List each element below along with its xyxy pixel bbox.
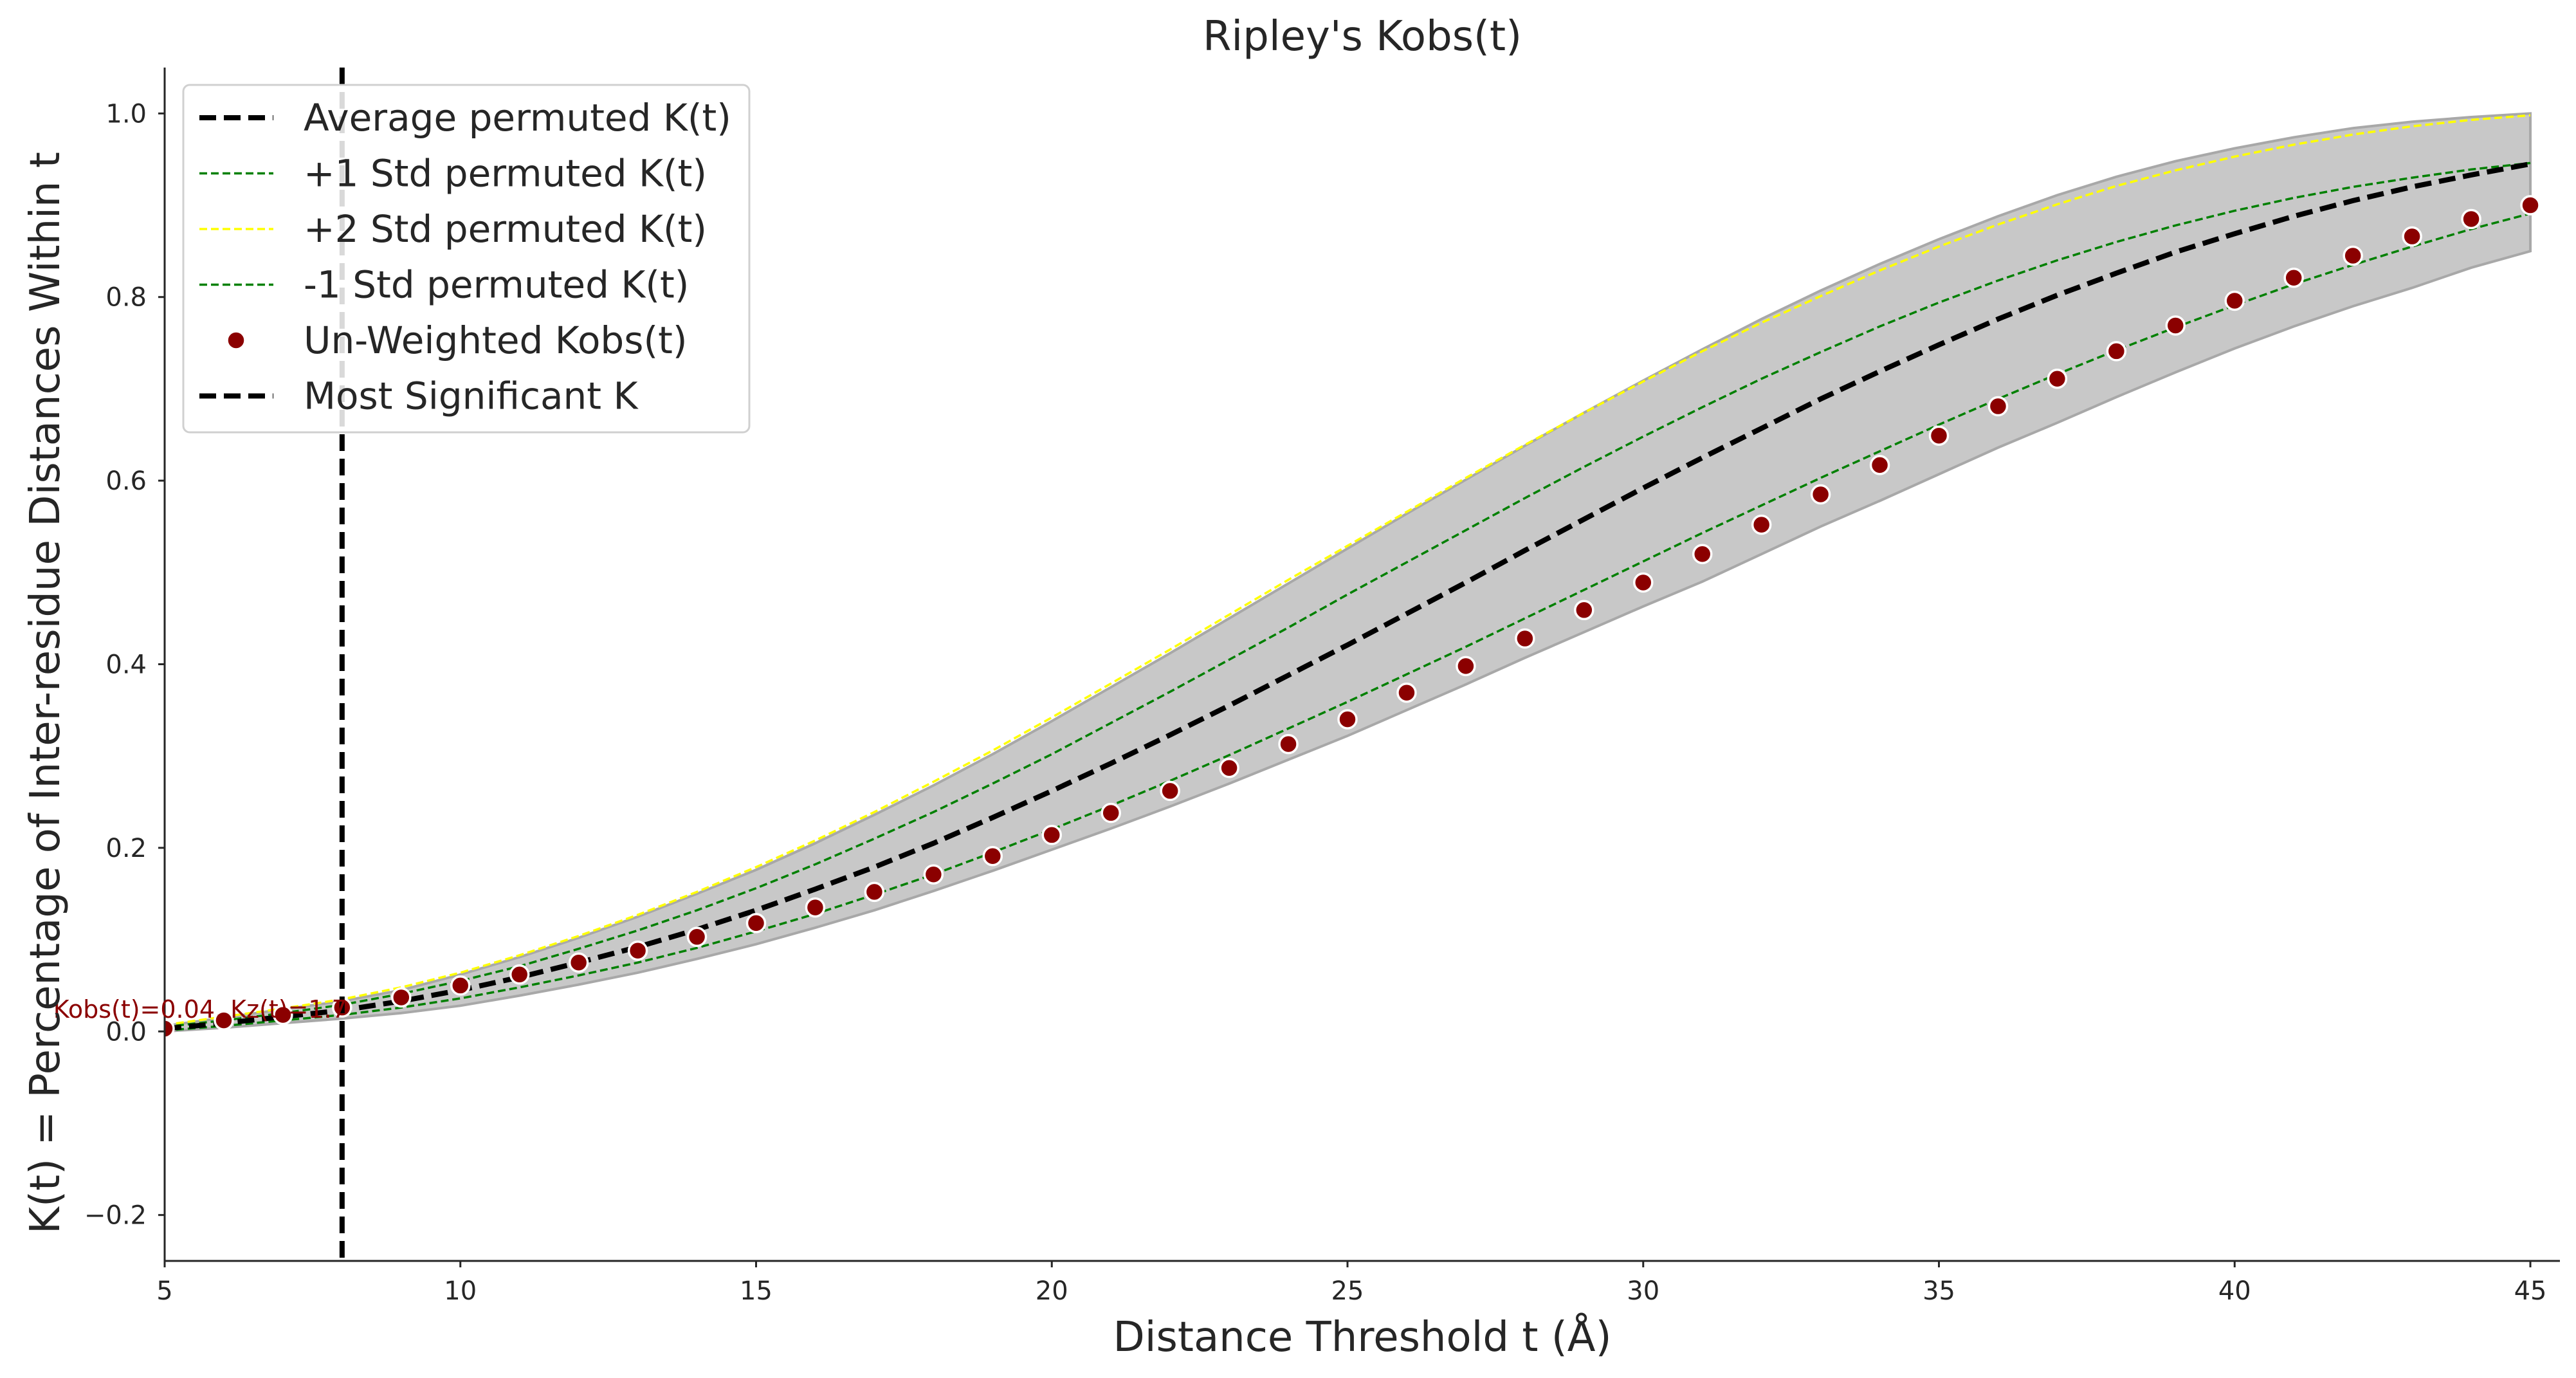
legend: Average permuted K(t) +1 Std permuted K(t… xyxy=(182,84,751,434)
data-point xyxy=(1633,572,1654,593)
data-point xyxy=(568,952,589,973)
data-point xyxy=(1869,455,1890,475)
x-tick-label: 25 xyxy=(1331,1276,1364,1306)
data-point xyxy=(864,881,885,903)
data-point xyxy=(1101,802,1121,823)
y-tick-label: 1.0 xyxy=(105,99,147,129)
x-tick-label: 35 xyxy=(1923,1276,1955,1306)
series-line-3 xyxy=(165,212,2531,1032)
x-tick-label: 5 xyxy=(156,1276,172,1306)
y-tick-label: 0.2 xyxy=(105,834,147,863)
data-point xyxy=(1574,600,1594,621)
data-point xyxy=(2224,290,2245,311)
data-point xyxy=(2165,315,2186,336)
y-tick-label: 0.4 xyxy=(105,650,147,680)
legend-box xyxy=(182,84,751,434)
x-tick-label: 45 xyxy=(2514,1276,2547,1306)
data-point xyxy=(1987,396,2009,417)
data-point xyxy=(2047,368,2068,389)
y-tick-label: 0.8 xyxy=(105,283,147,313)
data-point xyxy=(1810,484,1831,505)
x-tick-label: 30 xyxy=(1627,1276,1659,1306)
data-point xyxy=(509,964,530,985)
axes: 5 10 15 20 25 30 35 40 45 −0.2 0.0 0.2 0.4 0.6 0.8 1.0 K… xyxy=(53,68,2560,1306)
data-point xyxy=(214,1010,234,1031)
legend-label: -1 Std permuted K(t) xyxy=(304,263,689,307)
x-tick-label: 40 xyxy=(2218,1276,2251,1306)
chart-title: Ripley's Kobs(t) xyxy=(1203,13,1522,60)
data-point xyxy=(1751,514,1772,535)
data-point xyxy=(391,987,412,1008)
legend-swatch xyxy=(226,330,246,351)
series-line-2 xyxy=(165,114,2531,1027)
data-point xyxy=(2520,195,2541,216)
data-point xyxy=(686,926,708,948)
x-tick-label: 10 xyxy=(444,1276,477,1306)
y-axis-label: K(t) = Percentage of Inter-residue Dista… xyxy=(22,152,69,1234)
legend-label: +1 Std permuted K(t) xyxy=(304,152,707,196)
data-point xyxy=(627,940,648,961)
data-point xyxy=(2106,341,2127,362)
y-tick-label: 0.6 xyxy=(105,466,147,496)
data-point xyxy=(2461,208,2481,230)
data-point xyxy=(1396,682,1417,703)
data-point xyxy=(1337,709,1358,730)
data-point xyxy=(805,897,826,918)
data-point xyxy=(745,913,767,933)
data-point xyxy=(165,1018,175,1039)
legend-label: Un-Weighted Kobs(t) xyxy=(304,318,687,362)
data-point xyxy=(450,975,471,996)
data-point xyxy=(1515,628,1535,649)
data-point xyxy=(1041,825,1063,845)
data-point xyxy=(273,1004,293,1025)
data-point xyxy=(1692,544,1713,565)
data-point xyxy=(1160,780,1180,802)
data-point xyxy=(1928,425,1950,446)
annotation-label: Kobs(t)=0.04, Kz(t)=1.7 xyxy=(53,995,347,1024)
x-tick-label: 15 xyxy=(740,1276,772,1306)
data-point xyxy=(2283,268,2304,288)
data-point xyxy=(1456,656,1476,677)
data-point xyxy=(2343,245,2363,266)
y-tick-label: −0.2 xyxy=(84,1201,147,1231)
series-line-0 xyxy=(165,161,2531,1031)
x-tick-label: 20 xyxy=(1036,1276,1068,1306)
y-tick-label: 0.0 xyxy=(105,1017,147,1047)
data-point xyxy=(923,864,944,885)
data-point xyxy=(982,845,1003,867)
legend-label: Average permuted K(t) xyxy=(304,96,731,140)
x-axis-label: Distance Threshold t (Å) xyxy=(1113,1312,1611,1361)
data-point xyxy=(1278,733,1299,755)
legend-label: +2 Std permuted K(t) xyxy=(304,207,707,251)
data-point xyxy=(1219,757,1239,778)
data-point xyxy=(2402,226,2422,247)
legend-label: Most Significant K xyxy=(304,374,639,418)
